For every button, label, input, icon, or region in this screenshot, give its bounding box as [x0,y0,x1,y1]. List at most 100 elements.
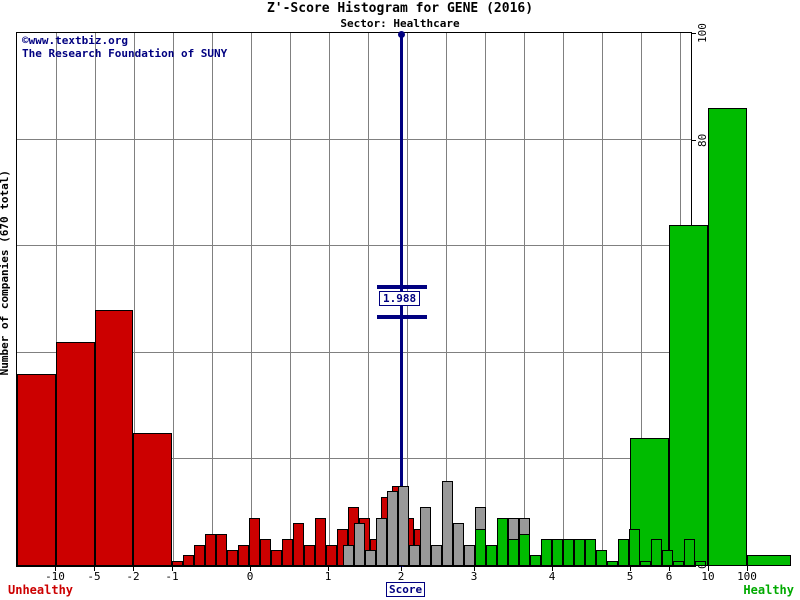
histogram-bar [172,560,183,566]
histogram-bar [464,544,475,566]
x-tick-label: 6 [665,570,673,583]
histogram-bar [497,518,508,566]
histogram-bar [194,544,205,566]
histogram-bar [629,528,640,566]
chart-title: Z'-Score Histogram for GENE (2016) [266,1,534,16]
histogram-bar [56,342,95,566]
marker-endpoint-dot [398,31,405,38]
histogram-bar [365,550,376,566]
histogram-bar [315,518,326,566]
x-tick-label: -1 [165,570,179,583]
x-axis-title: Score [386,582,426,597]
histogram-bar [508,539,519,566]
x-tick-mark [172,566,173,571]
histogram-bar [133,432,172,566]
grid-line-vertical [251,33,252,566]
histogram-bar [326,544,337,566]
histogram-bar [249,518,260,566]
y-tick-mark [691,33,696,34]
histogram-bar [304,544,315,566]
histogram-bar [17,374,56,566]
x-tick-mark [94,566,95,571]
y-tick-mark [691,566,696,567]
histogram-bar [563,539,574,566]
x-tick-mark [708,566,709,571]
histogram-bar [398,486,409,566]
histogram-bar [695,560,706,566]
x-tick-label: 10 [701,570,715,583]
grid-line-vertical [368,33,369,566]
histogram-bar [585,539,596,566]
x-tick-mark [328,566,329,571]
histogram-bar [387,491,398,566]
histogram-bar [238,544,249,566]
x-tick-mark [630,566,631,571]
histogram-bar [574,539,585,566]
x-tick-label: 2 [397,570,405,583]
y-tick-label: 100 [696,23,709,43]
grid-line-vertical [641,33,642,566]
histogram-bar [442,480,453,566]
x-tick-label: 5 [626,570,634,583]
x-tick-label: -5 [87,570,101,583]
marker-crossbar [377,315,427,319]
grid-line-vertical [485,33,486,566]
x-tick-mark [474,566,475,571]
grid-line-vertical [212,33,213,566]
histogram-bar [260,539,271,566]
x-tick-mark [133,566,134,571]
histogram-bar [607,560,618,566]
histogram-bar [216,534,227,566]
histogram-bar [227,550,238,566]
grid-line-horizontal [17,138,691,140]
x-tick-label: 1 [324,570,332,583]
histogram-bar [651,539,662,566]
histogram-bar [673,560,684,566]
copyright-notice: ©www.textbiz.org The Research Foundation… [22,34,227,60]
credit-line-1: ©www.textbiz.org [22,34,128,47]
x-tick-mark [250,566,251,571]
histogram-bar [343,544,354,566]
grid-line-vertical [290,33,291,566]
histogram-bar [596,550,607,566]
histogram-bar [486,544,497,566]
x-tick-mark [552,566,553,571]
histogram-bar [530,555,541,566]
grid-line-vertical [602,33,603,566]
y-tick-mark [691,139,696,141]
histogram-bar [552,539,563,566]
plot-area: 1.988 [16,31,791,567]
credit-line-2: The Research Foundation of SUNY [22,47,228,60]
histogram-bar [431,544,442,566]
histogram-bar [519,534,530,566]
histogram-bar [293,523,304,566]
histogram-bar [95,310,133,566]
grid-line-vertical [446,33,447,566]
histogram-bar [475,528,486,566]
histogram-bar [662,550,673,566]
histogram-bar [618,539,629,566]
marker-value-label: 1.988 [379,291,421,306]
histogram-bar [747,555,791,566]
x-tick-mark [747,566,748,571]
histogram-bar [669,224,708,566]
x-tick-label: -10 [45,570,65,583]
y-axis-label: Number of companies (670 total) [0,170,11,376]
grid-line-horizontal [17,458,691,460]
grid-line-horizontal [17,351,691,353]
x-tick-label: 0 [246,570,254,583]
chart-subtitle: Sector: Healthcare [340,17,460,30]
grid-line-vertical [524,33,525,566]
histogram-bar [409,544,420,566]
x-tick-mark [401,566,402,571]
x-tick-mark [669,566,670,571]
grid-line-vertical [134,33,135,566]
x-tick-mark [55,566,56,571]
grid-line-vertical [95,33,96,566]
unhealthy-zone-label: Unhealthy [8,583,74,597]
histogram-bar [271,550,282,566]
histogram-bar [282,539,293,566]
grid-line-vertical [56,33,57,566]
grid-line-horizontal [17,245,691,247]
